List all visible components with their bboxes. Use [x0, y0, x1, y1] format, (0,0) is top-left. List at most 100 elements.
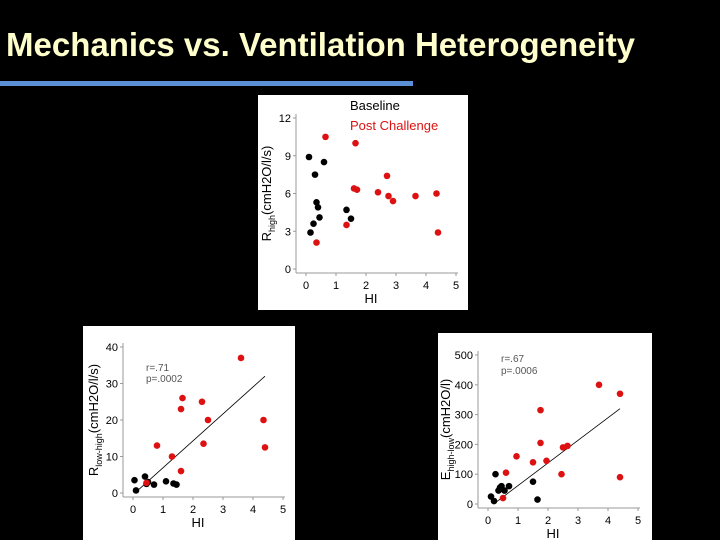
baseline-point — [305, 153, 313, 161]
post-challenge-point — [352, 139, 359, 147]
post-challenge-point — [564, 442, 571, 450]
x-tick-label: 5 — [635, 515, 641, 527]
y-axis-label: Rlow-high(cmH2O/l/s) — [86, 364, 104, 476]
x-tick-label: 0 — [303, 280, 309, 292]
post-challenge-point — [200, 440, 207, 448]
chart-ehighlow-vs-hi: 0 100 200 300 400 500 0 1 2 3 4 5 HI Ehigh-low(cmH2O/… — [438, 350, 641, 540]
chart-panel-rlowhigh: 0 10 20 30 40 0 1 2 3 4 5 HI Rlow-high(cmH2O/l/s) r=.… — [83, 326, 295, 540]
baseline-point — [490, 497, 498, 505]
y-tick-label: 400 — [455, 380, 473, 392]
baseline-point — [343, 206, 350, 214]
y-tick-label: 0 — [112, 488, 118, 500]
baseline-point — [313, 199, 320, 206]
x-tick-label: 1 — [515, 515, 521, 527]
post-challenge-point — [177, 405, 185, 413]
post-challenge-point — [383, 172, 391, 180]
y-tick-label: 40 — [106, 342, 118, 354]
post-challenge-point — [433, 190, 440, 197]
post-challenge-point — [204, 416, 212, 424]
x-tick-label: 0 — [130, 504, 136, 516]
x-tick-label: 2 — [545, 515, 551, 527]
post-challenge-point — [179, 394, 186, 402]
x-tick-label: 3 — [393, 280, 399, 292]
y-tick-label: 10 — [106, 452, 118, 464]
post-challenge-point — [385, 192, 392, 200]
post-challenge-point — [168, 453, 176, 460]
y-tick-label: 30 — [106, 379, 118, 391]
y-tick-label: 500 — [455, 350, 473, 362]
chart-panel-rhigh: 0 3 6 9 12 0 1 2 3 4 5 HI Rhigh(cmH2O/l/s) Baseline Po… — [258, 95, 468, 310]
post-challenge-point — [529, 458, 537, 466]
y-tick-label: 100 — [455, 469, 473, 481]
post-challenge-point — [616, 473, 624, 481]
chart-panel-ehighlow: 0 100 200 300 400 500 0 1 2 3 4 5 HI Ehigh-low(cmH2O/… — [438, 333, 652, 540]
x-tick-label: 2 — [363, 280, 369, 292]
y-tick-label: 20 — [106, 415, 118, 427]
chart-rlowhigh-vs-hi: 0 10 20 30 40 0 1 2 3 4 5 HI Rlow-high(cmH2O/l/s) r=.… — [86, 342, 286, 530]
x-axis-label: HI — [365, 291, 378, 306]
y-tick-label: 0 — [467, 499, 473, 511]
post-challenge-point — [502, 469, 510, 477]
post-challenge-point — [499, 494, 507, 502]
baseline-point — [501, 487, 508, 494]
x-tick-label: 3 — [575, 515, 581, 527]
post-challenge-point — [260, 416, 267, 424]
baseline-point — [141, 473, 149, 480]
regression-line — [138, 375, 266, 490]
legend-entry: Post Challenge — [350, 118, 438, 133]
post-challenge-point — [537, 439, 544, 447]
y-tick-label: 6 — [285, 189, 291, 201]
y-tick-label: 9 — [285, 151, 291, 163]
baseline-point — [150, 481, 158, 488]
post-challenge-point — [353, 186, 361, 194]
post-challenge-point — [261, 444, 269, 451]
stat-annotation: r=.71 — [146, 363, 170, 374]
x-tick-label: 3 — [220, 504, 226, 516]
baseline-point — [173, 481, 180, 488]
post-challenge-point — [198, 398, 206, 406]
post-challenge-point — [513, 453, 520, 460]
x-tick-label: 5 — [280, 504, 286, 516]
x-tick-label: 0 — [485, 515, 491, 527]
post-challenge-point — [558, 470, 565, 478]
post-challenge-point — [177, 467, 185, 475]
baseline-point — [347, 215, 355, 222]
x-tick-label: 5 — [453, 280, 459, 292]
baseline-point — [505, 482, 513, 490]
title-underline — [0, 81, 413, 86]
x-tick-label: 1 — [160, 504, 166, 516]
legend-entry: Baseline — [350, 98, 400, 113]
baseline-point — [131, 476, 138, 484]
stat-annotation: r=.67 — [501, 354, 525, 365]
baseline-point — [132, 487, 140, 494]
post-challenge-point — [389, 197, 397, 205]
x-tick-label: 4 — [423, 280, 429, 292]
x-tick-label: 4 — [250, 504, 256, 516]
post-challenge-point — [153, 442, 161, 449]
stat-annotation: p=.0006 — [501, 366, 538, 377]
y-tick-label: 0 — [285, 264, 291, 276]
post-challenge-point — [313, 239, 320, 246]
y-axis-label: Rhigh(cmH2O/l/s) — [259, 146, 277, 242]
y-tick-label: 300 — [455, 410, 473, 422]
post-challenge-point — [543, 457, 550, 465]
baseline-point — [310, 220, 317, 227]
y-tick-label: 12 — [279, 113, 291, 125]
baseline-point — [320, 158, 328, 166]
baseline-point — [492, 470, 499, 478]
y-tick-label: 3 — [285, 226, 291, 238]
baseline-point — [307, 229, 314, 236]
post-challenge-point — [237, 354, 245, 362]
baseline-point — [529, 478, 537, 485]
x-axis-label: HI — [547, 526, 560, 540]
post-challenge-point — [374, 188, 382, 196]
baseline-point — [314, 204, 322, 211]
post-challenge-point — [143, 479, 150, 487]
baseline-point — [316, 214, 323, 221]
x-axis-label: HI — [192, 515, 205, 530]
x-tick-label: 1 — [333, 280, 339, 292]
stat-annotation: p=.0002 — [146, 374, 183, 385]
x-tick-label: 4 — [605, 515, 611, 527]
post-challenge-point — [434, 229, 442, 236]
